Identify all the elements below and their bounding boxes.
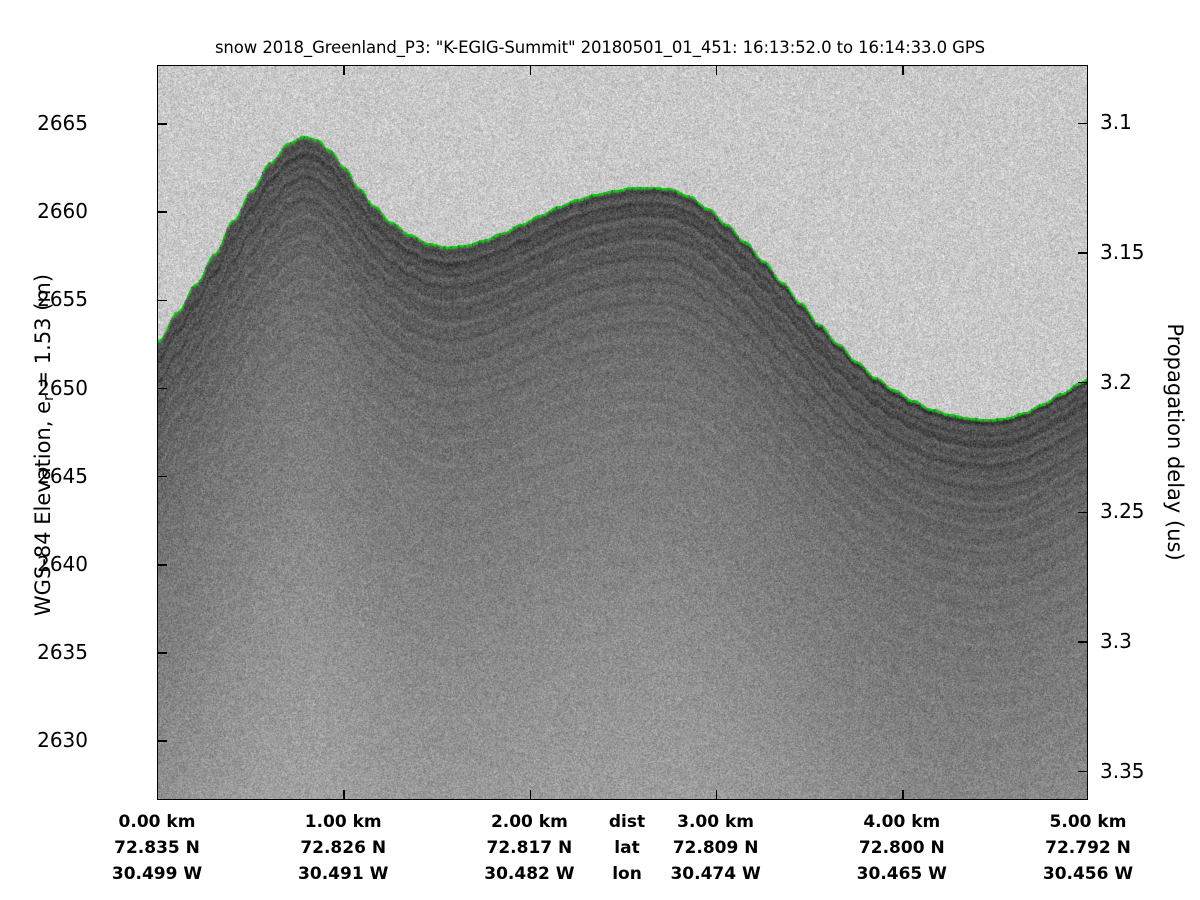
x-axis-dist-label: 0.00 km: [118, 812, 196, 832]
y-axis-right-tick-label: 3.25: [1100, 499, 1145, 524]
y-axis-left-tick-label: 2655: [37, 287, 88, 312]
x-axis-tick: [529, 790, 532, 799]
x-axis-tick-top: [715, 66, 718, 75]
y-axis-left-tick-label: 2650: [37, 375, 88, 400]
x-axis-lat-label: 72.826 N: [300, 838, 387, 858]
x-axis-lon-label: 30.499 W: [111, 864, 203, 884]
x-axis-tick: [902, 790, 904, 799]
x-axis-lat-label: 72.835 N: [114, 838, 200, 858]
y-axis-left-tick: [158, 740, 167, 742]
y-axis-left-tick-label: 2665: [37, 111, 88, 136]
x-axis-lon-label: 30.456 W: [1042, 864, 1134, 884]
x-axis-dist-label: 4.00 km: [863, 812, 941, 832]
y-axis-left-tick: [158, 475, 167, 478]
x-axis-lat-label: 72.800 N: [858, 838, 945, 858]
y-axis-left-title-pre: WGS-84 Elevation, e: [31, 400, 55, 617]
y-axis-left-tick: [158, 123, 167, 125]
x-axis-dist-label: 3.00 km: [677, 812, 755, 832]
x-axis-dist-label: 5.00 km: [1049, 812, 1127, 832]
x-axis-tick: [343, 790, 345, 799]
y-axis-right-tick: [1078, 641, 1087, 643]
x-axis-tick-top: [902, 66, 904, 75]
x-axis-lon-label: 30.465 W: [856, 864, 947, 884]
x-axis-dist-label: 1.00 km: [304, 812, 382, 832]
x-axis-tick-top: [529, 66, 532, 75]
y-axis-left-tick-label: 2630: [37, 728, 88, 753]
y-axis-left-tick: [158, 387, 167, 390]
x-axis-tick: [715, 790, 718, 799]
x-axis-lon-label: 30.491 W: [298, 864, 389, 884]
x-axis-lon-label: 30.474 W: [670, 864, 761, 884]
y-axis-right-tick-label: 3.3: [1100, 629, 1132, 654]
x-axis-tick-top: [343, 66, 345, 75]
x-axis-lon-label: 30.482 W: [484, 864, 575, 884]
y-axis-left-tick: [158, 564, 167, 566]
x-axis-lon-legend: lon: [612, 864, 642, 884]
y-axis-right-tick: [1078, 381, 1087, 384]
x-axis-lat-label: 72.792 N: [1045, 838, 1131, 858]
y-axis-right-tick: [1078, 511, 1087, 514]
y-axis-left-tick-label: 2635: [37, 639, 88, 664]
x-axis-lat-label: 72.817 N: [486, 838, 573, 858]
echogram-plot-area[interactable]: [157, 65, 1088, 800]
x-axis-lat-label: 72.809 N: [672, 838, 759, 858]
y-axis-left-tick-label: 2645: [37, 463, 88, 488]
y-axis-right-tick-label: 3.35: [1100, 758, 1145, 783]
y-axis-right-tick: [1078, 122, 1087, 125]
y-axis-right-tick: [1078, 770, 1087, 773]
y-axis-right-tick-label: 3.2: [1100, 369, 1132, 394]
x-axis-lat-legend: lat: [614, 838, 640, 858]
y-axis-right-tick-label: 3.1: [1100, 110, 1132, 135]
y-axis-left-tick: [158, 652, 167, 654]
y-axis-left-tick-label: 2660: [37, 199, 88, 224]
y-axis-right-tick-label: 3.15: [1100, 239, 1145, 264]
x-axis-dist-label: 2.00 km: [490, 812, 568, 832]
x-axis-dist-legend: dist: [608, 812, 646, 832]
y-axis-left-tick-label: 2640: [37, 551, 88, 576]
figure-title: snow 2018_Greenland_P3: "K-EGIG-Summit" …: [214, 38, 986, 57]
y-axis-left-tick: [158, 211, 167, 214]
radar-echogram-image: [158, 66, 1087, 799]
y-axis-right-tick: [1078, 252, 1087, 254]
y-axis-left-tick: [158, 299, 167, 302]
